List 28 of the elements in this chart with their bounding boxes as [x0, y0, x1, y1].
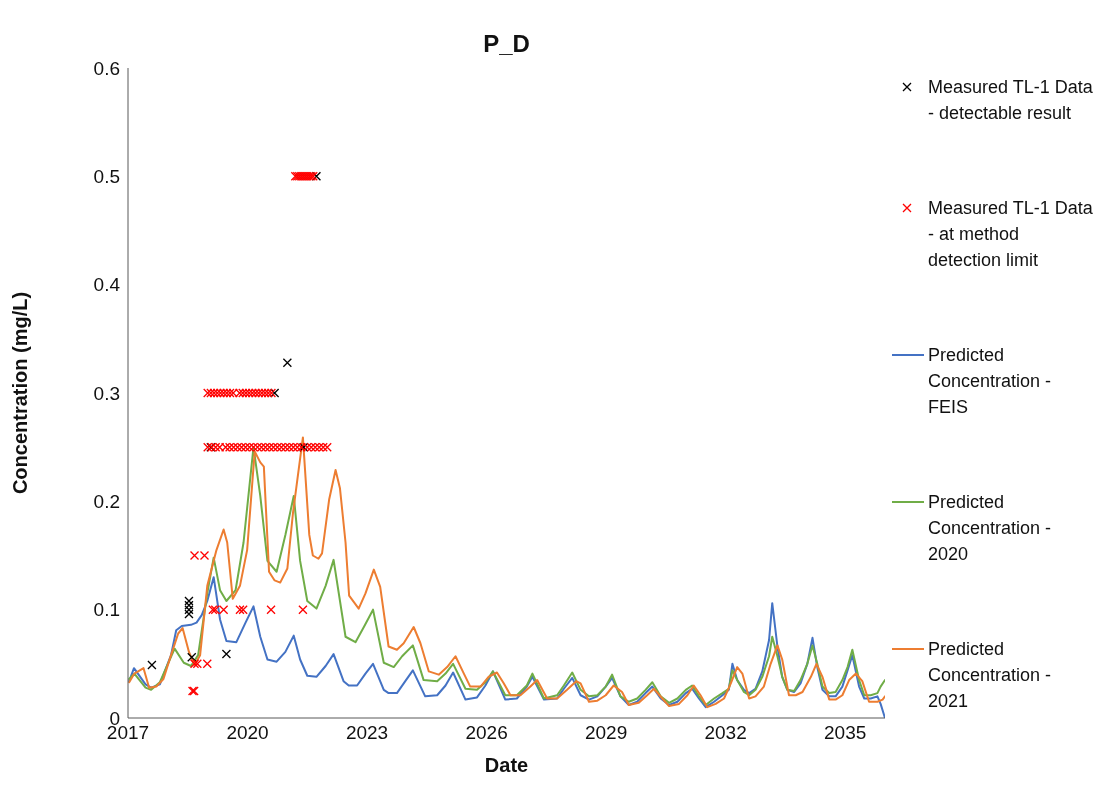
x-tick-label: 2035 — [824, 722, 867, 744]
point — [282, 358, 293, 368]
point — [221, 649, 232, 659]
legend-label: Predicted Concentration - FEIS — [928, 344, 1053, 419]
y-tick-label: 0.6 — [93, 57, 120, 79]
point — [184, 596, 194, 606]
legend-label: Predicted Concentration - 2020 — [928, 491, 1053, 566]
legend-label: Measured TL-1 Data - at method detection limit — [928, 197, 1094, 272]
y-axis-title: Concentration (mg/L) — [8, 291, 32, 495]
y-tick-label: 0.2 — [93, 491, 120, 513]
y-tick-label: 0.4 — [93, 274, 121, 296]
legend-label: Measured TL-1 Data - detectable result — [928, 76, 1094, 125]
point — [147, 660, 157, 670]
point — [184, 600, 194, 610]
x-tick-label: 2026 — [465, 722, 508, 744]
chart-title: P_D — [482, 30, 531, 58]
point — [184, 605, 194, 615]
x-tick-label: 2020 — [226, 722, 269, 744]
legend-label: Predicted Concentration - 2021 — [928, 638, 1053, 713]
y-tick-label: 0.5 — [93, 166, 120, 188]
x-tick-label: 2032 — [704, 722, 747, 744]
y-tick-label: 0.1 — [93, 599, 120, 621]
y-tick-label: 0.3 — [93, 382, 120, 404]
x-axis-title: Date — [483, 754, 530, 777]
x-tick-label: 2023 — [345, 722, 389, 744]
point — [187, 652, 197, 662]
point — [184, 609, 194, 619]
x-tick-label: 2029 — [584, 722, 628, 744]
